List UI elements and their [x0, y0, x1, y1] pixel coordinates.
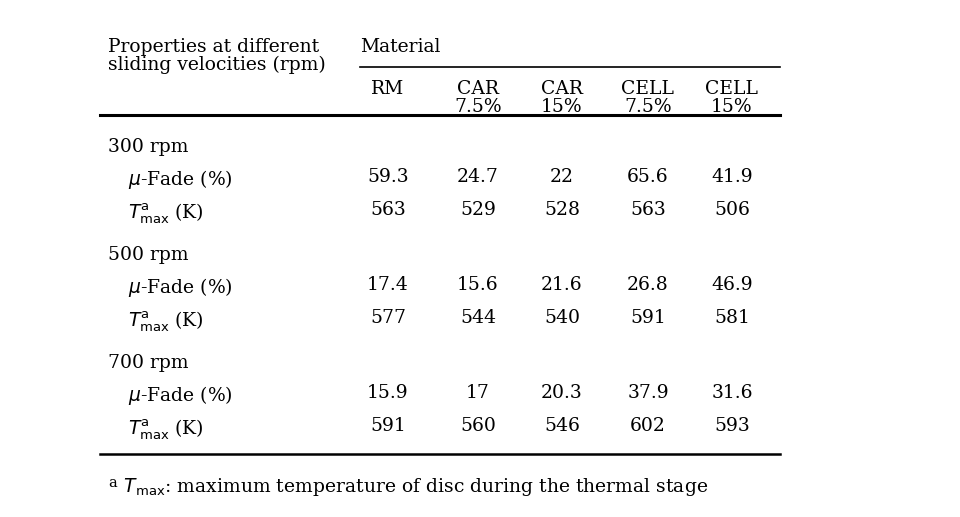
Text: $\mu$-Fade (%): $\mu$-Fade (%)	[128, 384, 232, 407]
Text: 7.5%: 7.5%	[624, 98, 672, 116]
Text: $\mu$-Fade (%): $\mu$-Fade (%)	[128, 168, 232, 191]
Text: RM: RM	[372, 80, 404, 98]
Text: 563: 563	[371, 201, 406, 219]
Text: 15.6: 15.6	[457, 276, 499, 294]
Text: 15.9: 15.9	[367, 384, 409, 402]
Text: 37.9: 37.9	[627, 384, 669, 402]
Text: 21.6: 21.6	[541, 276, 583, 294]
Text: 17.4: 17.4	[367, 276, 409, 294]
Text: 529: 529	[460, 201, 496, 219]
Text: 577: 577	[370, 309, 406, 327]
Text: 700 rpm: 700 rpm	[108, 354, 188, 372]
Text: 24.7: 24.7	[457, 168, 499, 186]
Text: CAR: CAR	[457, 80, 499, 98]
Text: 560: 560	[460, 417, 496, 435]
Text: 591: 591	[630, 309, 666, 327]
Text: 563: 563	[630, 201, 666, 219]
Text: 15%: 15%	[711, 98, 753, 116]
Text: 7.5%: 7.5%	[454, 98, 502, 116]
Text: 41.9: 41.9	[711, 168, 753, 186]
Text: a: a	[108, 476, 117, 490]
Text: $\mu$-Fade (%): $\mu$-Fade (%)	[128, 276, 232, 299]
Text: 528: 528	[544, 201, 580, 219]
Text: 26.8: 26.8	[627, 276, 669, 294]
Text: 300 rpm: 300 rpm	[108, 138, 188, 156]
Text: $T_{\mathrm{max}}$: maximum temperature of disc during the thermal stage: $T_{\mathrm{max}}$: maximum temperature …	[118, 476, 708, 498]
Text: 15%: 15%	[541, 98, 583, 116]
Text: 46.9: 46.9	[711, 276, 753, 294]
Text: Material: Material	[360, 38, 441, 56]
Text: 602: 602	[630, 417, 666, 435]
Text: 581: 581	[714, 309, 750, 327]
Text: 500 rpm: 500 rpm	[108, 246, 188, 264]
Text: $T_{\mathrm{max}}^{\mathrm{a}}$ (K): $T_{\mathrm{max}}^{\mathrm{a}}$ (K)	[128, 201, 204, 226]
Text: 546: 546	[544, 417, 580, 435]
Text: 506: 506	[714, 201, 750, 219]
Text: $T_{\mathrm{max}}^{\mathrm{a}}$ (K): $T_{\mathrm{max}}^{\mathrm{a}}$ (K)	[128, 309, 204, 334]
Text: CAR: CAR	[541, 80, 583, 98]
Text: CELL: CELL	[706, 80, 758, 98]
Text: 591: 591	[371, 417, 406, 435]
Text: sliding velocities (rpm): sliding velocities (rpm)	[108, 56, 325, 74]
Text: 544: 544	[460, 309, 496, 327]
Text: 17: 17	[466, 384, 490, 402]
Text: 593: 593	[714, 417, 750, 435]
Text: Properties at different: Properties at different	[108, 38, 319, 56]
Text: 31.6: 31.6	[711, 384, 753, 402]
Text: 59.3: 59.3	[367, 168, 409, 186]
Text: 540: 540	[544, 309, 580, 327]
Text: 20.3: 20.3	[541, 384, 583, 402]
Text: $T_{\mathrm{max}}^{\mathrm{a}}$ (K): $T_{\mathrm{max}}^{\mathrm{a}}$ (K)	[128, 417, 204, 442]
Text: 65.6: 65.6	[627, 168, 669, 186]
Text: 22: 22	[550, 168, 574, 186]
Text: CELL: CELL	[621, 80, 675, 98]
